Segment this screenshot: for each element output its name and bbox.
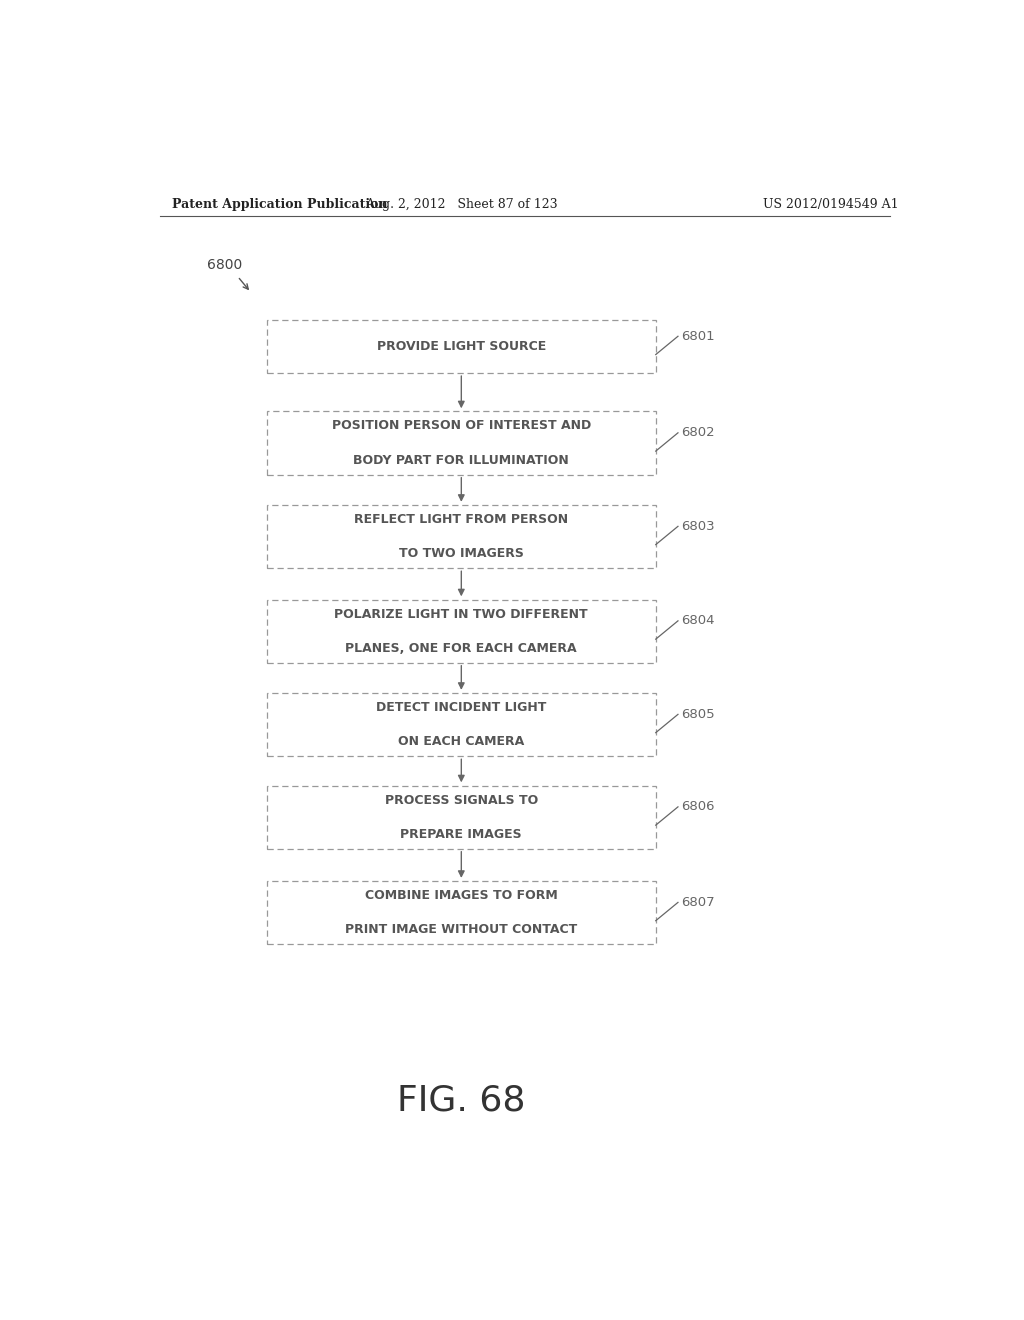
Text: PLANES, ONE FOR EACH CAMERA: PLANES, ONE FOR EACH CAMERA: [345, 642, 578, 655]
Text: 6803: 6803: [681, 520, 715, 533]
Text: 6806: 6806: [681, 800, 715, 813]
Bar: [267, 506, 655, 568]
Text: REFLECT LIGHT FROM PERSON: REFLECT LIGHT FROM PERSON: [354, 513, 568, 525]
Text: PROVIDE LIGHT SOURCE: PROVIDE LIGHT SOURCE: [377, 341, 546, 352]
Bar: [267, 693, 655, 756]
Bar: [267, 319, 655, 372]
Text: 6807: 6807: [681, 896, 715, 909]
Text: US 2012/0194549 A1: US 2012/0194549 A1: [763, 198, 898, 211]
Bar: [267, 880, 655, 944]
Bar: [267, 412, 655, 474]
Bar: [267, 599, 655, 663]
Text: BODY PART FOR ILLUMINATION: BODY PART FOR ILLUMINATION: [353, 454, 569, 466]
Text: PREPARE IMAGES: PREPARE IMAGES: [400, 828, 522, 841]
Text: Aug. 2, 2012   Sheet 87 of 123: Aug. 2, 2012 Sheet 87 of 123: [365, 198, 558, 211]
Bar: [267, 785, 655, 849]
Text: 6800: 6800: [207, 259, 243, 272]
Text: PROCESS SIGNALS TO: PROCESS SIGNALS TO: [385, 793, 538, 807]
Text: TO TWO IMAGERS: TO TWO IMAGERS: [399, 546, 523, 560]
Text: Patent Application Publication: Patent Application Publication: [172, 198, 387, 211]
Text: PRINT IMAGE WITHOUT CONTACT: PRINT IMAGE WITHOUT CONTACT: [345, 923, 578, 936]
Text: POSITION PERSON OF INTEREST AND: POSITION PERSON OF INTEREST AND: [332, 420, 591, 433]
Text: FIG. 68: FIG. 68: [397, 1084, 525, 1118]
Text: DETECT INCIDENT LIGHT: DETECT INCIDENT LIGHT: [376, 701, 547, 714]
Text: 6801: 6801: [681, 330, 715, 343]
Text: POLARIZE LIGHT IN TWO DIFFERENT: POLARIZE LIGHT IN TWO DIFFERENT: [335, 607, 588, 620]
Text: COMBINE IMAGES TO FORM: COMBINE IMAGES TO FORM: [365, 890, 558, 902]
Text: 6805: 6805: [681, 708, 715, 721]
Text: ON EACH CAMERA: ON EACH CAMERA: [398, 735, 524, 748]
Text: 6804: 6804: [681, 614, 715, 627]
Text: 6802: 6802: [681, 426, 715, 440]
